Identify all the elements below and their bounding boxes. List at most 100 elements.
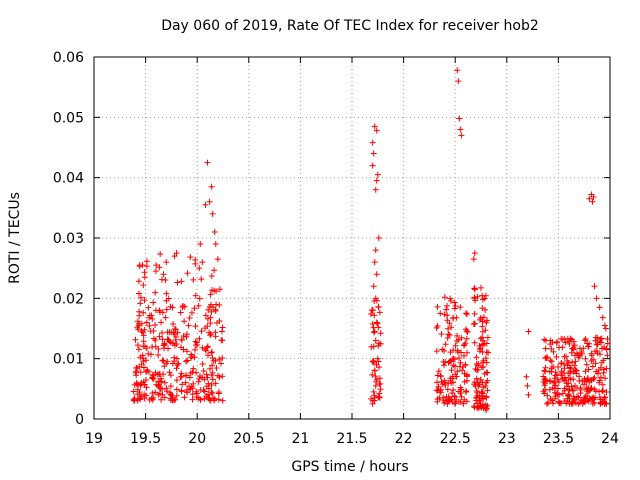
data-point bbox=[180, 332, 187, 339]
data-point bbox=[179, 304, 186, 311]
data-point bbox=[164, 358, 171, 365]
data-point bbox=[474, 392, 481, 399]
data-point bbox=[174, 279, 181, 286]
data-point bbox=[563, 353, 570, 360]
data-point bbox=[173, 377, 180, 384]
data-point bbox=[553, 371, 560, 378]
data-point bbox=[158, 396, 165, 403]
data-point bbox=[178, 370, 185, 377]
data-point bbox=[373, 319, 380, 326]
y-tick-label: 0.06 bbox=[53, 50, 84, 66]
data-point bbox=[548, 345, 555, 352]
data-point bbox=[370, 357, 377, 364]
data-point bbox=[473, 367, 480, 374]
data-point bbox=[547, 341, 554, 348]
data-point bbox=[205, 352, 212, 359]
data-point bbox=[178, 388, 185, 395]
data-point bbox=[463, 327, 470, 334]
data-point bbox=[559, 344, 566, 351]
data-point bbox=[604, 352, 611, 359]
data-point bbox=[156, 264, 163, 271]
data-point bbox=[542, 368, 549, 375]
data-point bbox=[576, 373, 583, 380]
data-point bbox=[170, 320, 177, 327]
data-point bbox=[435, 368, 442, 375]
data-point bbox=[204, 344, 211, 351]
data-point bbox=[601, 322, 608, 329]
data-point bbox=[457, 359, 464, 366]
data-point bbox=[201, 388, 208, 395]
data-point bbox=[461, 352, 468, 359]
data-point bbox=[207, 291, 214, 298]
data-point bbox=[216, 317, 223, 324]
data-point bbox=[541, 336, 548, 343]
data-point bbox=[444, 302, 451, 309]
data-point bbox=[373, 127, 380, 134]
data-point bbox=[592, 337, 599, 344]
data-point bbox=[192, 323, 199, 330]
data-point bbox=[155, 351, 162, 358]
data-point bbox=[373, 271, 380, 278]
data-point bbox=[134, 391, 141, 398]
data-point bbox=[437, 386, 444, 393]
data-point bbox=[140, 338, 147, 345]
data-point bbox=[582, 336, 589, 343]
data-point bbox=[140, 309, 147, 316]
data-point bbox=[552, 372, 559, 379]
data-point bbox=[480, 314, 487, 321]
data-point bbox=[208, 272, 215, 279]
data-point bbox=[589, 363, 596, 370]
data-point bbox=[377, 380, 384, 387]
data-point bbox=[212, 329, 219, 336]
data-point bbox=[208, 389, 215, 396]
data-point bbox=[161, 394, 168, 401]
data-point bbox=[137, 369, 144, 376]
data-point bbox=[373, 376, 380, 383]
data-point bbox=[214, 372, 221, 379]
data-point bbox=[442, 341, 449, 348]
data-point bbox=[152, 307, 159, 314]
data-point bbox=[463, 310, 470, 317]
data-point bbox=[371, 394, 378, 401]
data-point bbox=[457, 349, 464, 356]
data-point bbox=[150, 375, 157, 382]
data-point bbox=[375, 393, 382, 400]
data-point bbox=[182, 379, 189, 386]
data-point bbox=[574, 385, 581, 392]
data-point bbox=[456, 354, 463, 361]
data-point bbox=[189, 385, 196, 392]
data-point bbox=[568, 349, 575, 356]
data-point bbox=[153, 262, 160, 269]
data-point bbox=[464, 349, 470, 356]
data-point bbox=[548, 358, 555, 365]
data-point bbox=[458, 334, 465, 341]
data-point bbox=[477, 376, 484, 383]
data-point bbox=[370, 150, 377, 157]
data-point bbox=[551, 389, 558, 396]
data-point bbox=[450, 314, 457, 321]
data-point bbox=[554, 385, 561, 392]
data-point bbox=[603, 388, 610, 395]
data-point bbox=[156, 333, 163, 340]
data-point bbox=[173, 355, 180, 362]
data-point bbox=[376, 309, 383, 316]
data-point bbox=[567, 365, 574, 372]
data-point bbox=[447, 297, 454, 304]
data-point bbox=[145, 350, 152, 357]
data-point bbox=[370, 388, 377, 395]
data-point bbox=[582, 368, 589, 375]
data-point bbox=[444, 386, 451, 393]
data-point bbox=[146, 322, 153, 329]
data-point bbox=[208, 308, 215, 315]
data-point bbox=[473, 387, 480, 394]
data-point bbox=[371, 328, 378, 335]
data-point bbox=[189, 369, 196, 376]
data-point bbox=[180, 346, 187, 353]
data-point bbox=[457, 304, 464, 311]
data-point bbox=[550, 348, 557, 355]
data-point bbox=[181, 318, 188, 325]
data-point bbox=[592, 360, 599, 367]
data-point bbox=[160, 271, 167, 278]
data-point bbox=[581, 381, 588, 388]
x-tick-label: 24 bbox=[601, 431, 619, 447]
